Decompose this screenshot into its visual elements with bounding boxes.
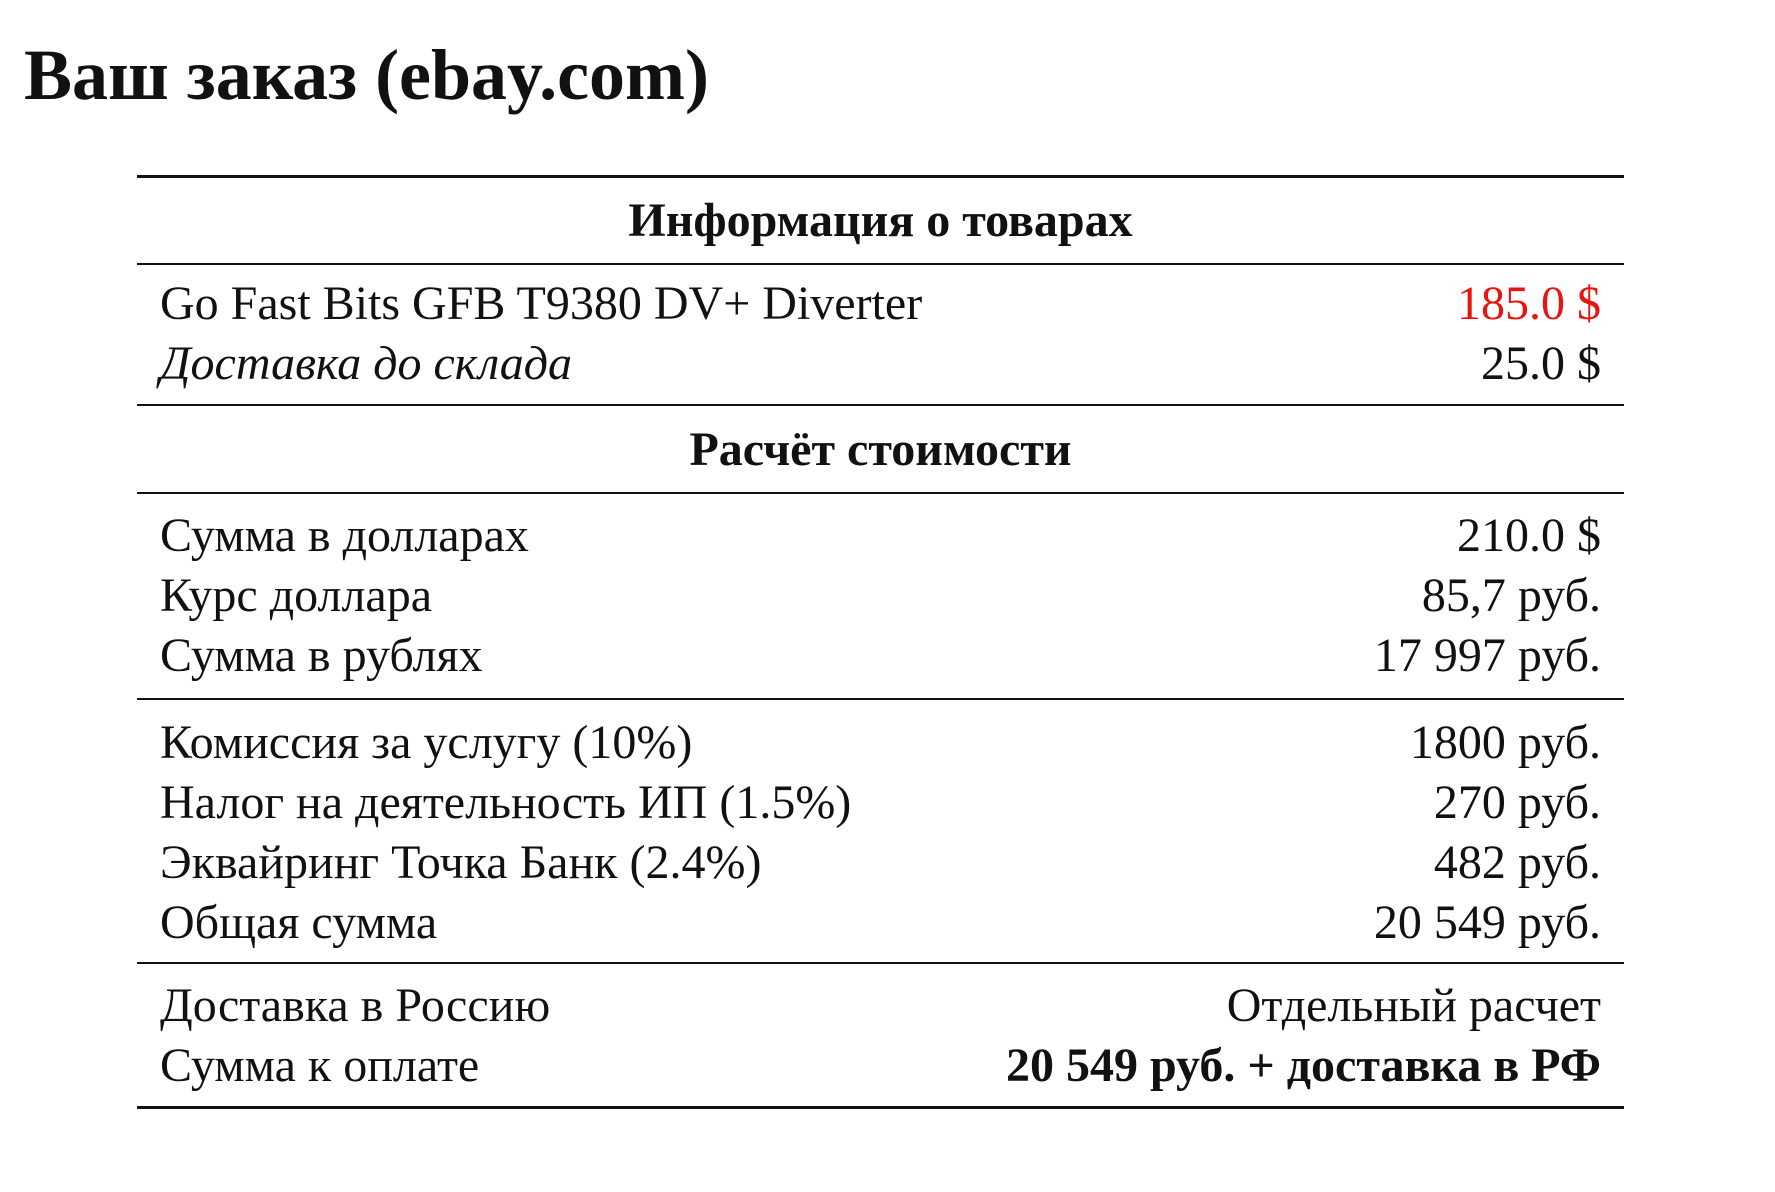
item-name: Go Fast Bits GFB T9380 DV+ Diverter bbox=[160, 276, 923, 330]
item-price: 185.0 $ bbox=[1457, 276, 1601, 330]
divider bbox=[137, 962, 1624, 964]
goods-header: Информация о товарах bbox=[628, 194, 1133, 247]
row-value: 1800 руб. bbox=[1409, 715, 1601, 769]
divider bbox=[137, 404, 1624, 406]
row-label: Доставка в Россию bbox=[160, 978, 551, 1032]
row-label: Курс доллара bbox=[160, 568, 433, 622]
calc-header: Расчёт стоимости bbox=[689, 422, 1072, 476]
divider bbox=[137, 263, 1624, 265]
total-section: Доставка в Россию Отдельный расчет Сумма … bbox=[137, 964, 1624, 1106]
table-row: Сумма в долларах 210.0 $ bbox=[160, 505, 1601, 565]
fees-section: Комиссия за услугу (10%) 1800 руб. Налог … bbox=[137, 700, 1624, 962]
table-row: Комиссия за услугу (10%) 1800 руб. bbox=[160, 712, 1601, 772]
row-label: Налог на деятельность ИП (1.5%) bbox=[160, 775, 852, 829]
table-row: Налог на деятельность ИП (1.5%) 270 руб. bbox=[160, 772, 1601, 832]
divider bbox=[137, 492, 1624, 494]
currency-section: Сумма в долларах 210.0 $ Курс доллара 85,7… bbox=[137, 494, 1624, 698]
divider bbox=[137, 175, 1624, 178]
table-row: Эквайринг Точка Банк (2.4%) 482 руб. bbox=[160, 832, 1601, 892]
row-value: Отдельный расчет bbox=[1226, 978, 1601, 1032]
row-value: 17 997 руб. bbox=[1373, 628, 1601, 682]
row-label: Эквайринг Точка Банк (2.4%) bbox=[160, 835, 762, 889]
row-label: Сумма в долларах bbox=[160, 508, 529, 562]
table-row: Доставка в Россию Отдельный расчет bbox=[160, 975, 1601, 1035]
page-title: Ваш заказ (ebay.com) bbox=[24, 35, 709, 115]
table-row: Сумма в рублях 17 997 руб. bbox=[160, 625, 1601, 685]
warehouse-shipping-label: Доставка до склада bbox=[160, 336, 572, 390]
divider bbox=[137, 1106, 1624, 1109]
order-table: Информация о товарах Go Fast Bits GFB T9… bbox=[137, 175, 1624, 1109]
row-value: 20 549 руб. bbox=[1373, 895, 1601, 949]
goods-section: Go Fast Bits GFB T9380 DV+ Diverter 185.… bbox=[137, 265, 1624, 404]
row-label: Сумма к оплате bbox=[160, 1038, 480, 1092]
row-label: Комиссия за услугу (10%) bbox=[160, 715, 693, 769]
row-label: Сумма в рублях bbox=[160, 628, 483, 682]
table-row: Общая сумма 20 549 руб. bbox=[160, 892, 1601, 952]
divider bbox=[137, 698, 1624, 700]
row-label: Общая сумма bbox=[160, 895, 438, 949]
warehouse-shipping-row: Доставка до склада 25.0 $ bbox=[160, 333, 1601, 393]
item-row: Go Fast Bits GFB T9380 DV+ Diverter 185.… bbox=[160, 273, 1601, 333]
total-due-value: 20 549 руб. + доставка в РФ bbox=[1005, 1038, 1601, 1092]
warehouse-shipping-value: 25.0 $ bbox=[1481, 336, 1601, 390]
table-row: Курс доллара 85,7 руб. bbox=[160, 565, 1601, 625]
row-value: 270 руб. bbox=[1433, 775, 1601, 829]
row-value: 85,7 руб. bbox=[1421, 568, 1601, 622]
row-value: 482 руб. bbox=[1433, 835, 1601, 889]
table-row: Сумма к оплате 20 549 руб. + доставка в Р… bbox=[160, 1035, 1601, 1095]
row-value: 210.0 $ bbox=[1457, 508, 1601, 562]
